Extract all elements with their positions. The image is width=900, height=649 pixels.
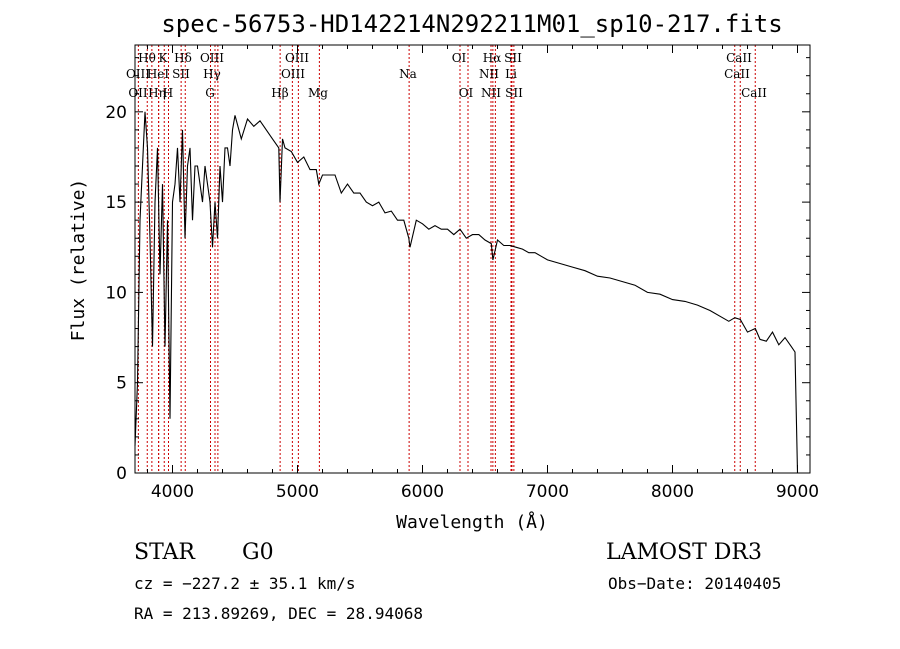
line-label-NII: NII — [479, 67, 499, 81]
spectrum-series-line — [134, 111, 799, 474]
coords-text: RA = 213.89269, DEC = 28.94068 — [134, 604, 423, 623]
line-label-HeI: HeI — [147, 67, 170, 81]
spectral-line-markers — [137, 45, 756, 473]
line-label-Hβ: Hβ — [271, 86, 288, 100]
line-label-SII: SII — [504, 51, 522, 65]
line-label-Hα: Hα — [483, 51, 502, 65]
line-label-SII: SII — [172, 67, 190, 81]
line-label-Hη: Hη — [148, 86, 166, 100]
line-label-OIII: OIII — [285, 51, 309, 65]
line-label-OII: OII — [128, 86, 148, 100]
line-label-CaII: CaII — [724, 67, 750, 81]
y-tick-label: 0 — [116, 464, 127, 484]
y-tick-label: 15 — [105, 193, 127, 213]
line-label-OI: OI — [452, 51, 467, 65]
line-label-G: G — [205, 86, 215, 100]
object-subclass: G0 — [242, 540, 274, 565]
plot-frame — [134, 44, 811, 474]
line-label-CaII: CaII — [741, 86, 767, 100]
object-class: STAR — [134, 540, 195, 565]
y-axis-ticks: 0 5 10 15 20 — [105, 57, 810, 484]
line-label-Hθ: Hθ — [138, 51, 156, 65]
line-label-Li: Li — [505, 67, 517, 81]
obs-date-text: Obs−Date: 20140405 — [608, 574, 782, 593]
line-label-Hγ: Hγ — [203, 67, 221, 81]
x-tick-label: 5000 — [276, 482, 319, 502]
line-label-H: H — [163, 86, 173, 100]
y-axis-label: Flux (relative) — [68, 179, 89, 342]
line-label-Hδ: Hδ — [174, 51, 192, 65]
chart-title: spec-56753-HD142214N292211M01_sp10-217.f… — [161, 10, 782, 38]
x-axis-ticks: 4000 5000 6000 7000 8000 9000 — [147, 45, 819, 502]
line-label-CaII: CaII — [726, 51, 752, 65]
line-label-OI: OI — [459, 86, 474, 100]
line-label-OIII: OIII — [281, 67, 305, 81]
x-tick-label: 8000 — [651, 482, 694, 502]
x-tick-label: 7000 — [526, 482, 569, 502]
line-label-NII: NII — [481, 86, 501, 100]
x-tick-label: 4000 — [151, 482, 194, 502]
y-tick-label: 5 — [116, 374, 127, 394]
line-label-Na: Na — [399, 67, 417, 81]
x-tick-label: 6000 — [401, 482, 444, 502]
survey-label: LAMOST DR3 — [606, 540, 762, 565]
y-tick-label: 10 — [105, 283, 127, 303]
line-label-Mg: Mg — [308, 86, 328, 100]
redshift-text: cz = −227.2 ± 35.1 km/s — [134, 574, 356, 593]
x-tick-label: 9000 — [776, 482, 819, 502]
y-tick-label: 20 — [105, 103, 127, 123]
line-label-SII: SII — [505, 86, 523, 100]
line-label-OIII: OIII — [200, 51, 224, 65]
line-label-K: K — [159, 51, 169, 65]
line-label-OIII: OIII — [126, 67, 150, 81]
x-axis-label: Wavelength (Å) — [396, 511, 548, 533]
